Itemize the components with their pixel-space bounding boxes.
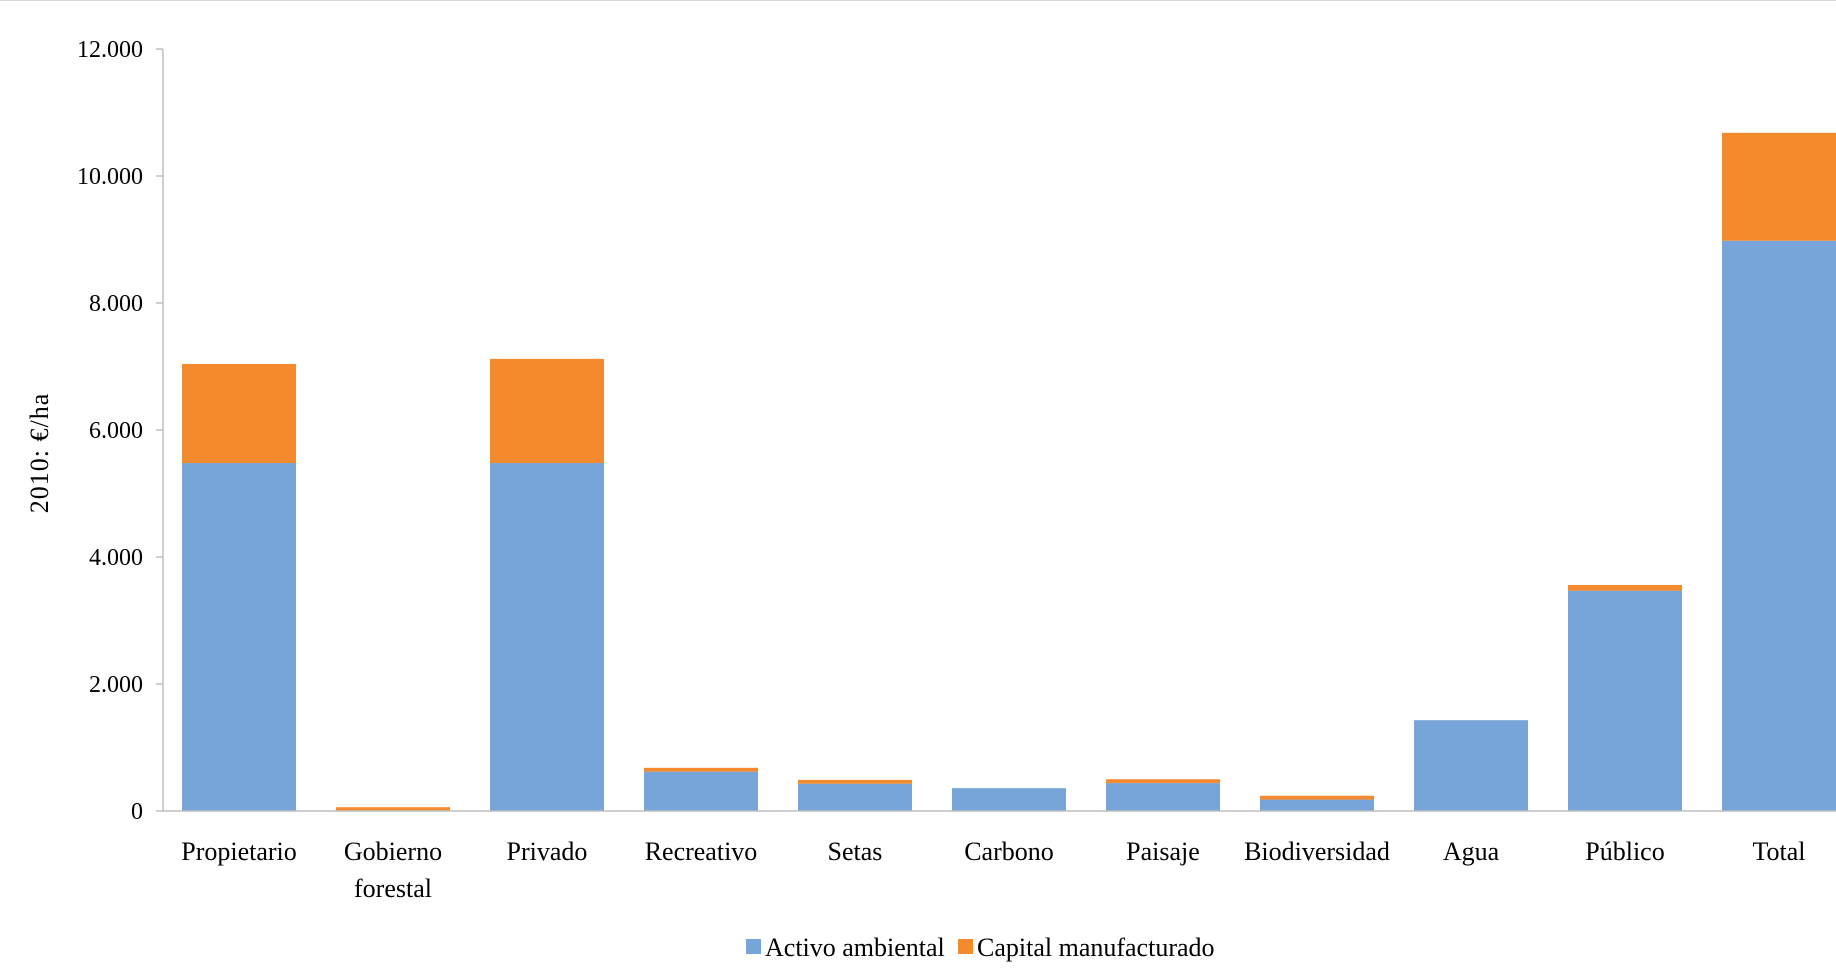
- bar-segment-activo-ambiental: [1568, 590, 1682, 811]
- bar-segment-capital-manufacturado: [644, 767, 758, 772]
- bar-segment-activo-ambiental: [798, 783, 912, 811]
- legend: Activo ambiental Capital manufacturado: [746, 933, 1215, 962]
- bar-segment-activo-ambiental: [182, 463, 296, 811]
- x-tick-label: Público: [1585, 837, 1664, 866]
- legend-swatch: [958, 939, 973, 954]
- y-tick-label: 12.000: [77, 37, 143, 63]
- x-tick-label: Recreativo: [645, 837, 758, 866]
- x-tick-label: Privado: [507, 837, 588, 866]
- x-tick-label: Paisaje: [1126, 837, 1200, 866]
- y-axis-label: 2010: €/ha: [25, 393, 54, 514]
- bar-segment-activo-ambiental: [952, 788, 1066, 811]
- y-tick-label: 2.000: [89, 672, 143, 698]
- x-axis: Propietario Gobierno forestal Privado Recrea…: [163, 810, 1836, 903]
- bar-segment-capital-manufacturado: [798, 779, 912, 784]
- y-axis: 0 2.000 4.000 6.000 8.000 10.000 12.000: [77, 37, 164, 825]
- legend-label: Activo ambiental: [765, 933, 945, 962]
- x-tick-label: Carbono: [964, 837, 1054, 866]
- y-tick-label: 6.000: [89, 418, 143, 444]
- bar-segment-activo-ambiental: [1106, 783, 1220, 811]
- bar-segment-activo-ambiental: [644, 771, 758, 811]
- x-tick-label: Setas: [828, 837, 883, 866]
- x-tick-label: Gobierno forestal: [344, 837, 442, 903]
- bar-segment-capital-manufacturado: [1568, 584, 1682, 591]
- x-tick-label: Agua: [1443, 837, 1500, 866]
- bar-segment-capital-manufacturado: [1722, 132, 1836, 241]
- bar-segment-activo-ambiental: [1722, 240, 1836, 811]
- bars: [182, 132, 1836, 811]
- y-tick-label: 8.000: [89, 291, 143, 317]
- y-tick-label: 4.000: [89, 545, 143, 571]
- y-tick-label: 0: [131, 799, 143, 825]
- legend-swatch: [746, 939, 761, 954]
- bar-segment-capital-manufacturado: [490, 358, 604, 464]
- x-tick-label: Total: [1752, 837, 1805, 866]
- y-tick-label: 10.000: [77, 164, 143, 190]
- bar-segment-capital-manufacturado: [182, 363, 296, 464]
- bar-segment-capital-manufacturado: [1260, 795, 1374, 800]
- bar-segment-activo-ambiental: [1260, 799, 1374, 811]
- legend-label: Capital manufacturado: [977, 933, 1215, 962]
- bar-segment-capital-manufacturado: [1106, 779, 1220, 784]
- x-tick-label: Propietario: [181, 837, 297, 866]
- bar-segment-activo-ambiental: [490, 463, 604, 811]
- bar-segment-capital-manufacturado: [336, 807, 450, 811]
- x-tick-label: Biodiversidad: [1244, 837, 1390, 866]
- bar-segment-activo-ambiental: [1414, 720, 1528, 811]
